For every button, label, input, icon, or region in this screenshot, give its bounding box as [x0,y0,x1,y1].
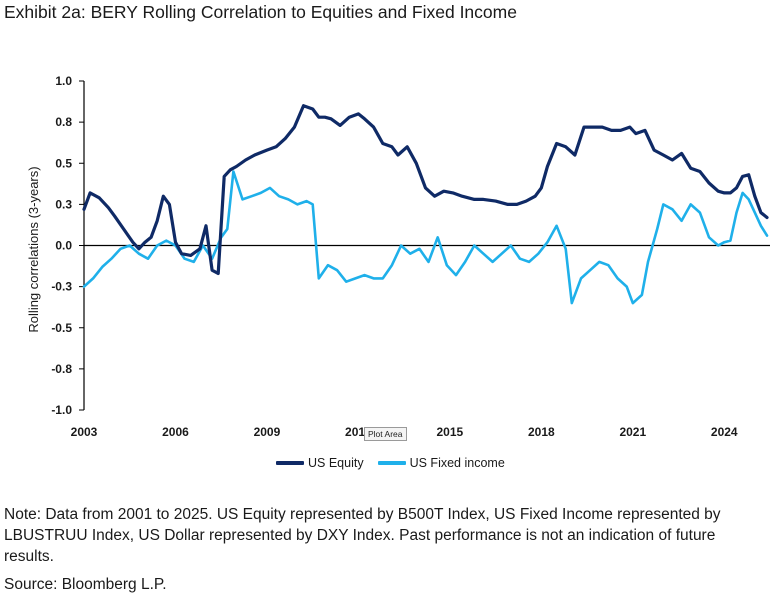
footnote: Note: Data from 2001 to 2025. US Equity … [4,506,721,565]
x-tick-label: 2003 [71,425,98,439]
y-tick-label: 0.3 [55,197,72,211]
y-tick-label: 0.5 [55,156,72,170]
series-layer [82,104,769,305]
y-tick-label: -0.8 [51,362,72,376]
series-line-us-fixed-income[interactable] [82,170,769,305]
chart-axes [79,80,770,411]
chart-title: Exhibit 2a: BERY Rolling Correlation to … [4,2,517,22]
line-chart[interactable]: Rolling correlations (3-years) 1.0 0.8 0.5… [0,0,780,450]
legend-item-us-equity[interactable]: US Equity [276,456,364,470]
series-line-us-equity[interactable] [82,104,769,276]
plot-area-tooltip: Plot Area [364,427,407,441]
legend-swatch-us-fixed-income [377,461,406,465]
x-tick-label: 2018 [528,425,555,439]
x-tick-label: 2024 [711,425,738,439]
y-tick-label: 1.0 [55,74,72,88]
x-tick-label: 2006 [162,425,189,439]
y-tick-label: 0.0 [55,239,72,253]
y-axis-title-group: Rolling correlations (3-years) [26,166,41,332]
chart-legend: US Equity US Fixed income [276,456,519,470]
tick-labels: 1.0 0.8 0.5 0.3 0.0 -0.3 -0.5 -0.8 -1.0 2003 2006 2… [51,74,738,439]
y-tick-label: -1.0 [51,403,72,417]
legend-item-us-fixed-income[interactable]: US Fixed income [377,456,505,470]
source-note: Source: Bloomberg L.P. [4,576,167,593]
legend-swatch-us-equity [276,461,304,465]
x-tick-label: 2015 [437,425,464,439]
y-tick-label: -0.5 [51,321,72,335]
y-axis-title: Rolling correlations (3-years) [26,166,41,332]
y-tick-label: 0.8 [55,115,72,129]
x-tick-label: 2021 [619,425,646,439]
legend-label-us-equity: US Equity [308,456,364,470]
y-tick-label: -0.3 [51,280,72,294]
x-tick-label: 2009 [254,425,281,439]
legend-label-us-fixed-income: US Fixed income [409,456,505,470]
